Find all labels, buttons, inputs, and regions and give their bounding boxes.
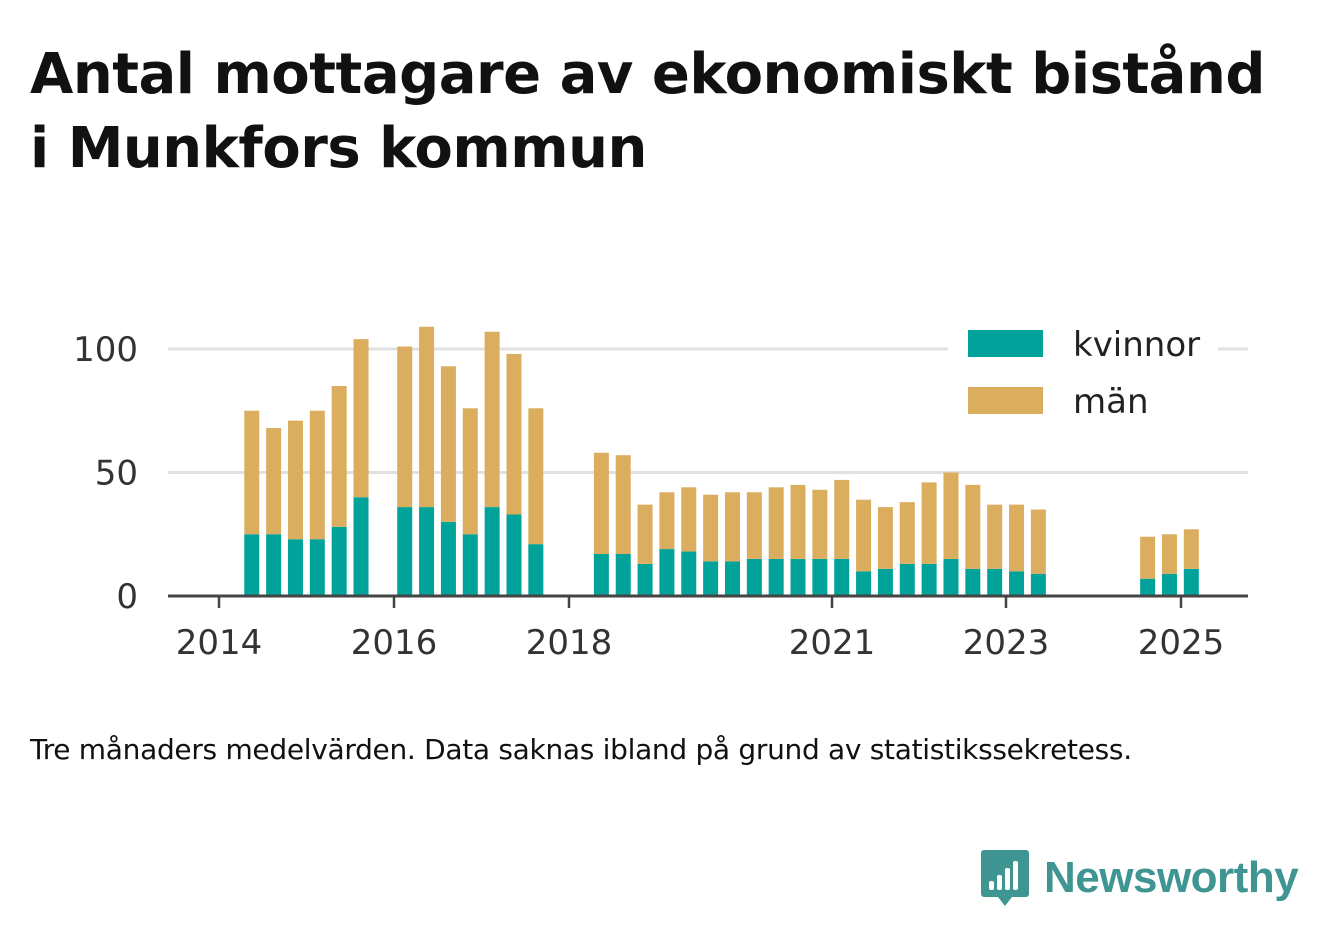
brand-name: Newsworthy	[1044, 853, 1299, 902]
footnote: Tre månaders medelvärden. Data saknas ib…	[30, 733, 1132, 766]
brand-logo[interactable]: Newsworthy	[980, 848, 1299, 908]
y-tick-label: 0	[116, 577, 138, 617]
bar-man	[287, 420, 303, 540]
bar-man	[331, 386, 347, 527]
bar-kvinnor	[812, 558, 828, 596]
bar-kvinnor	[1030, 573, 1046, 596]
bar-man	[943, 472, 959, 559]
bar-man	[965, 484, 981, 569]
bar-kvinnor	[244, 534, 260, 596]
bar-kvinnor	[1140, 578, 1156, 596]
bar-kvinnor	[943, 558, 959, 596]
bars	[244, 326, 1199, 596]
bar-man	[1161, 534, 1177, 574]
bar-man	[1009, 504, 1025, 572]
bar-kvinnor	[462, 534, 478, 596]
bar-man	[812, 489, 828, 559]
x-tick-label: 2018	[526, 623, 613, 663]
bar-kvinnor	[790, 558, 806, 596]
bar-kvinnor	[899, 563, 915, 596]
bar-man	[856, 499, 872, 572]
bar-man	[746, 492, 762, 559]
bar-man	[440, 366, 456, 522]
bar-man	[1183, 529, 1199, 569]
chart-title: Antal mottagare av ekonomiskt bistånd i …	[30, 42, 1265, 181]
bar-kvinnor	[440, 521, 456, 596]
legend-swatch	[968, 387, 1043, 414]
x-tick-label: 2023	[963, 623, 1050, 663]
bar-kvinnor	[266, 534, 282, 596]
bar-kvinnor	[287, 539, 303, 596]
bar-man	[659, 492, 675, 550]
bar-man	[593, 452, 609, 555]
bar-kvinnor	[746, 558, 762, 596]
bar-man	[834, 479, 850, 559]
bar-man	[987, 504, 1003, 569]
bar-kvinnor	[659, 549, 675, 596]
x-tick-label: 2016	[351, 623, 438, 663]
bar-kvinnor	[615, 554, 631, 596]
bar-man	[1140, 536, 1156, 579]
x-tick-label: 2021	[789, 623, 876, 663]
bar-man	[462, 408, 478, 535]
bar-kvinnor	[331, 526, 347, 596]
bar-man	[1030, 509, 1046, 574]
bar-kvinnor	[856, 571, 872, 596]
bar-chart-speech-bubble-icon	[981, 850, 1029, 906]
bar-kvinnor	[987, 568, 1003, 596]
bar-man	[790, 484, 806, 559]
bar-kvinnor	[1161, 573, 1177, 596]
y-tick-labels: 0 50 100	[73, 330, 138, 617]
x-tick-label: 2014	[176, 623, 263, 663]
bar-man	[419, 326, 435, 508]
bar-man	[921, 482, 937, 564]
bar-man	[703, 494, 719, 562]
bar-man	[768, 487, 784, 559]
bar-kvinnor	[309, 539, 325, 596]
legend-swatch	[968, 330, 1043, 357]
bar-kvinnor	[703, 561, 719, 596]
bar-man	[615, 455, 631, 555]
bar-man	[484, 331, 500, 508]
x-tick-labels: 2014 2016 2018 2021 2023 2025	[176, 596, 1225, 663]
bar-kvinnor	[877, 568, 893, 596]
bar-kvinnor	[593, 554, 609, 596]
legend-label: kvinnor	[1073, 325, 1200, 365]
stacked-bar-chart: 0 50 100 2014 2016 2018 2021 2023 2025 kvinnor m…	[73, 320, 1248, 663]
y-tick-label: 100	[73, 330, 138, 370]
bar-kvinnor	[484, 507, 500, 596]
bar-kvinnor	[724, 561, 740, 596]
x-tick-label: 2025	[1138, 623, 1225, 663]
bar-man	[637, 504, 653, 564]
bar-kvinnor	[353, 497, 369, 596]
legend-label: män	[1073, 382, 1149, 422]
bar-kvinnor	[834, 558, 850, 596]
bar-man	[506, 353, 522, 515]
bar-man	[266, 428, 282, 535]
bar-kvinnor	[637, 563, 653, 596]
y-tick-label: 50	[95, 454, 138, 494]
bar-kvinnor	[1009, 571, 1025, 596]
bar-man	[244, 410, 260, 535]
bar-kvinnor	[965, 568, 981, 596]
bar-kvinnor	[681, 551, 697, 596]
bar-kvinnor	[768, 558, 784, 596]
bar-man	[724, 492, 740, 562]
bar-kvinnor	[506, 514, 522, 596]
bar-man	[528, 408, 544, 545]
bar-kvinnor	[528, 544, 544, 596]
bar-man	[877, 507, 893, 569]
bar-man	[353, 339, 369, 498]
legend: kvinnor män	[948, 320, 1218, 430]
bar-kvinnor	[419, 507, 435, 596]
bar-kvinnor	[397, 507, 413, 596]
bar-kvinnor	[921, 563, 937, 596]
bar-man	[899, 502, 915, 564]
bar-man	[309, 410, 325, 540]
bar-kvinnor	[1183, 568, 1199, 596]
bar-man	[681, 487, 697, 552]
bar-man	[397, 346, 413, 508]
